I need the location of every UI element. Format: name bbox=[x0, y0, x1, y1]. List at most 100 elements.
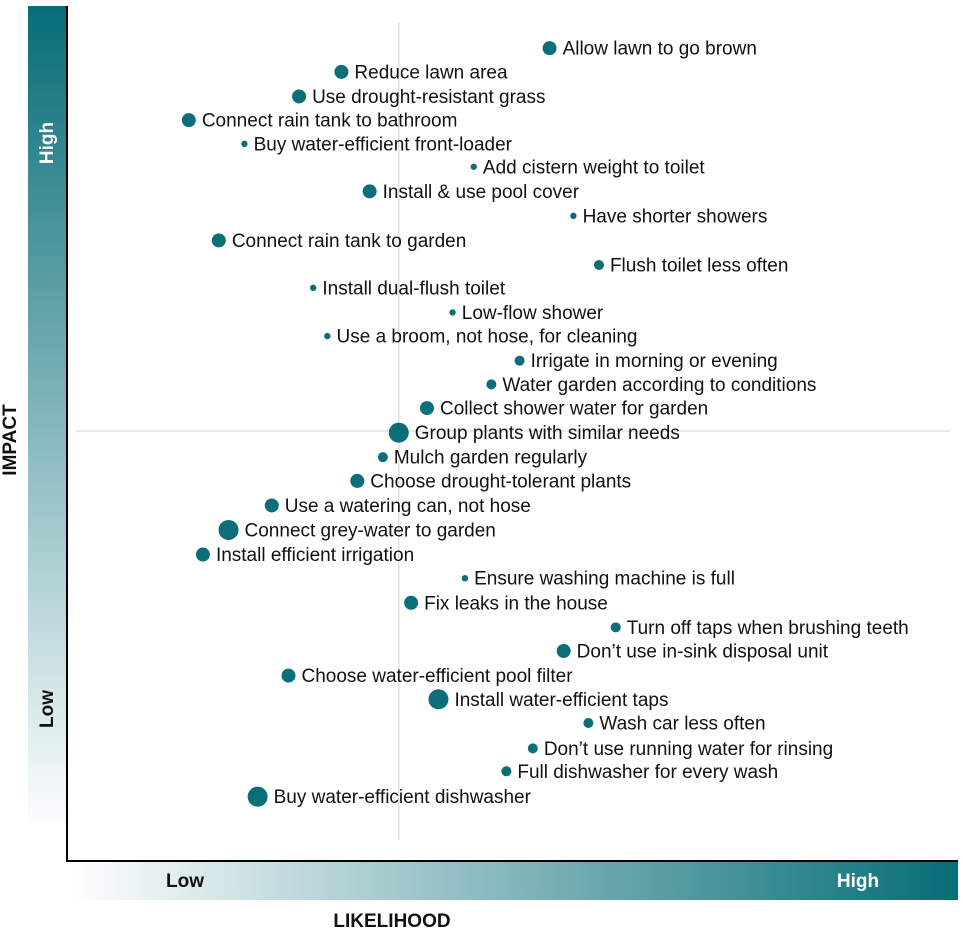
point-marker bbox=[350, 473, 365, 488]
data-point: Connect rain tank to bathroom bbox=[181, 111, 458, 132]
data-point: Install & use pool cover bbox=[362, 182, 580, 203]
point-label: Collect shower water for garden bbox=[440, 399, 708, 420]
point-marker bbox=[309, 284, 317, 292]
point-marker bbox=[419, 401, 434, 416]
point-label: Have shorter showers bbox=[583, 206, 768, 227]
point-marker bbox=[241, 140, 248, 148]
point-label: Connect rain tank to bathroom bbox=[202, 111, 458, 132]
point-label: Buy water-efficient dishwasher bbox=[274, 787, 532, 808]
point-label: Flush toilet less often bbox=[610, 255, 788, 276]
point-label: Connect grey-water to garden bbox=[245, 520, 496, 541]
y-tick-low: Low bbox=[37, 690, 58, 728]
point-label: Buy water-efficient front-loader bbox=[254, 134, 513, 155]
point-marker bbox=[247, 786, 268, 807]
point-marker bbox=[542, 41, 557, 56]
point-label: Choose water-efficient pool filter bbox=[302, 666, 574, 687]
point-label: Use drought-resistant grass bbox=[312, 87, 545, 108]
point-marker bbox=[449, 309, 456, 316]
point-label: Ensure washing machine is full bbox=[474, 569, 735, 590]
point-label: Don’t use running water for rinsing bbox=[544, 739, 833, 760]
data-point: Flush toilet less often bbox=[593, 255, 788, 276]
point-label: Water garden according to conditions bbox=[502, 375, 816, 396]
point-marker bbox=[324, 332, 331, 340]
data-point: Connect rain tank to garden bbox=[211, 231, 467, 252]
data-point: Use a watering can, not hose bbox=[264, 496, 531, 517]
point-marker bbox=[377, 452, 388, 463]
point-label: Install dual-flush toilet bbox=[322, 278, 505, 299]
point-marker bbox=[334, 64, 349, 79]
point-marker bbox=[211, 233, 226, 248]
data-point: Choose drought-tolerant plants bbox=[350, 471, 631, 492]
data-point: Choose water-efficient pool filter bbox=[281, 666, 574, 687]
point-marker bbox=[583, 718, 594, 729]
data-point: Install dual-flush toilet bbox=[309, 278, 506, 299]
point-label: Mulch garden regularly bbox=[394, 448, 588, 469]
point-label: Group plants with similar needs bbox=[415, 423, 680, 444]
point-label: Full dishwasher for every wash bbox=[517, 762, 778, 783]
point-label: Use a watering can, not hose bbox=[285, 496, 531, 517]
point-marker bbox=[514, 355, 525, 366]
data-points: Allow lawn to go brown Reduce lawn area Us… bbox=[181, 39, 909, 808]
point-label: Use a broom, not hose, for cleaning bbox=[337, 327, 638, 348]
data-point: Allow lawn to go brown bbox=[542, 39, 757, 60]
data-point: Use a broom, not hose, for cleaning bbox=[324, 327, 638, 348]
point-label: Irrigate in morning or evening bbox=[531, 351, 778, 372]
data-point: Ensure washing machine is full bbox=[461, 569, 735, 590]
data-point: Full dishwasher for every wash bbox=[501, 762, 778, 783]
point-marker bbox=[292, 89, 307, 104]
point-marker bbox=[570, 212, 577, 220]
point-label: Install water-efficient taps bbox=[454, 690, 668, 711]
point-label: Don’t use in-sink disposal unit bbox=[577, 642, 829, 663]
point-marker bbox=[593, 259, 604, 270]
point-marker bbox=[461, 575, 469, 582]
data-point: Reduce lawn area bbox=[334, 62, 508, 83]
data-point: Wash car less often bbox=[583, 714, 766, 735]
point-label: Wash car less often bbox=[599, 714, 765, 735]
point-label: Low-flow shower bbox=[462, 303, 604, 324]
data-point: Add cistern weight to toilet bbox=[470, 157, 705, 178]
impact-gradient-bar bbox=[28, 6, 66, 833]
data-point: Fix leaks in the house bbox=[404, 593, 608, 614]
data-point: Don’t use in-sink disposal unit bbox=[556, 642, 829, 663]
data-point: Turn off taps when brushing teeth bbox=[610, 618, 909, 639]
data-point: Low-flow shower bbox=[449, 303, 604, 324]
point-label: Install & use pool cover bbox=[383, 182, 580, 203]
data-point: Don’t use running water for rinsing bbox=[527, 739, 833, 760]
point-marker bbox=[428, 689, 449, 710]
point-marker bbox=[195, 547, 210, 562]
point-label: Choose drought-tolerant plants bbox=[370, 471, 631, 492]
point-label: Fix leaks in the house bbox=[424, 593, 608, 614]
point-label: Turn off taps when brushing teeth bbox=[627, 618, 909, 639]
data-point: Connect grey-water to garden bbox=[218, 519, 496, 541]
point-marker bbox=[527, 743, 538, 754]
data-point: Group plants with similar needs bbox=[388, 422, 680, 444]
point-label: Allow lawn to go brown bbox=[563, 39, 757, 60]
point-marker bbox=[264, 498, 279, 513]
point-marker bbox=[181, 113, 196, 128]
point-marker bbox=[501, 766, 512, 777]
point-marker bbox=[404, 595, 419, 610]
data-point: Use drought-resistant grass bbox=[292, 87, 545, 108]
data-point: Install water-efficient taps bbox=[428, 689, 668, 711]
data-point: Buy water-efficient dishwasher bbox=[247, 786, 532, 808]
y-axis-title: IMPACT bbox=[0, 404, 21, 476]
data-point: Irrigate in morning or evening bbox=[514, 351, 778, 372]
likelihood-gradient-bar bbox=[68, 862, 958, 900]
point-marker bbox=[362, 184, 377, 199]
data-point: Buy water-efficient front-loader bbox=[241, 134, 513, 155]
point-label: Reduce lawn area bbox=[354, 62, 508, 83]
data-point: Collect shower water for garden bbox=[419, 399, 708, 420]
point-marker bbox=[388, 422, 409, 443]
point-marker bbox=[486, 379, 497, 390]
data-point: Water garden according to conditions bbox=[486, 375, 816, 396]
x-tick-low: Low bbox=[166, 871, 204, 892]
point-marker bbox=[610, 622, 621, 633]
point-marker bbox=[470, 163, 477, 170]
data-point: Mulch garden regularly bbox=[377, 448, 588, 469]
point-label: Connect rain tank to garden bbox=[232, 231, 467, 252]
point-marker bbox=[281, 668, 296, 683]
x-axis-title: LIKELIHOOD bbox=[333, 911, 450, 928]
point-label: Install efficient irrigation bbox=[216, 545, 414, 566]
y-tick-high: High bbox=[37, 122, 58, 164]
